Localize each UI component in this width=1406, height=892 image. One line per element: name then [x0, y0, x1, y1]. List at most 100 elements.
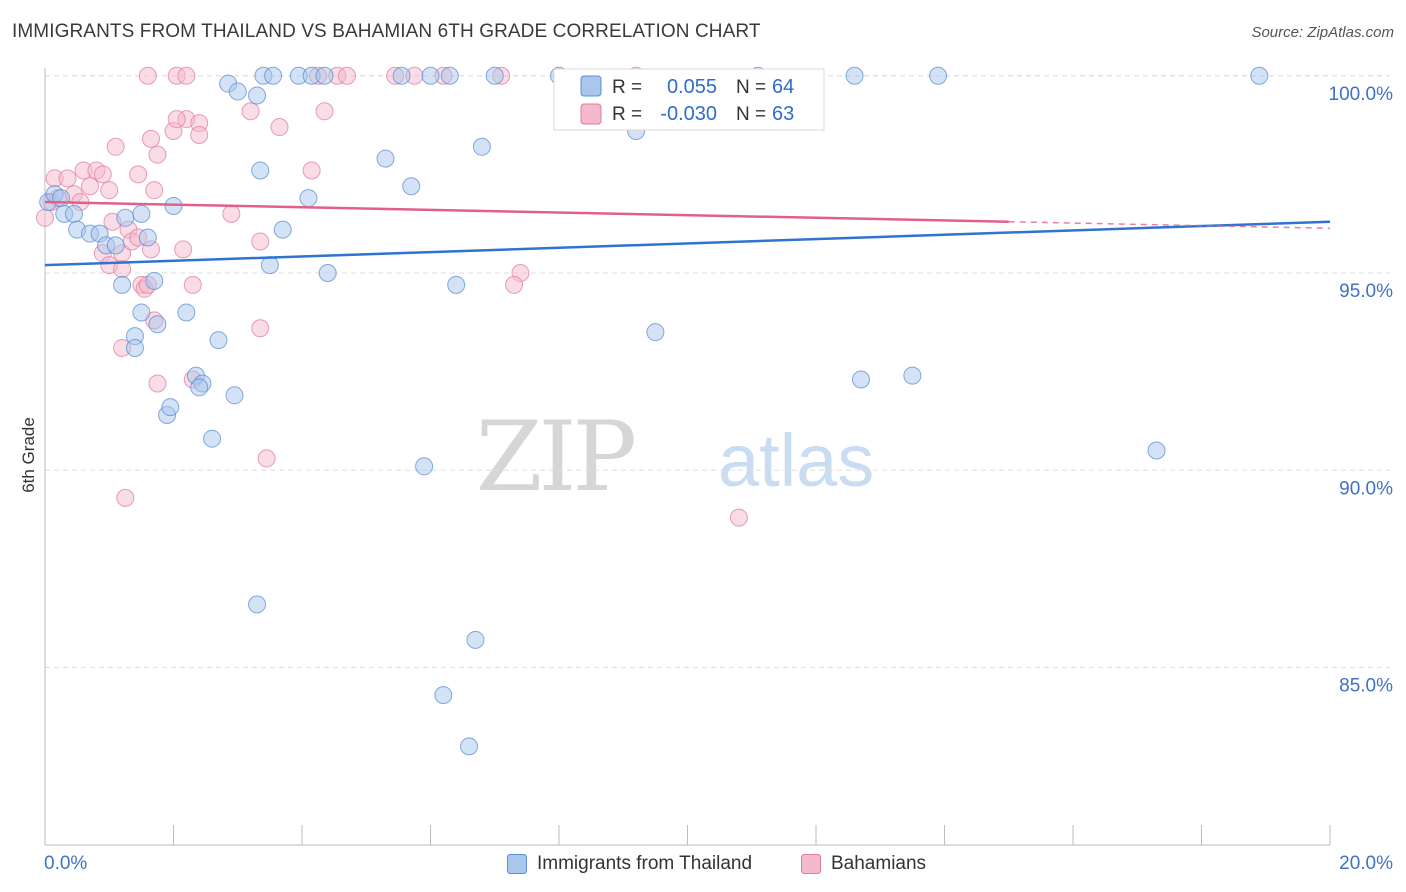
bahamians-point — [257, 449, 276, 468]
thailand-point — [138, 228, 157, 247]
bahamians-point — [241, 102, 260, 121]
thailand-point — [845, 66, 864, 85]
bahamians-point — [100, 181, 119, 200]
thailand-point — [472, 137, 491, 156]
bahamians-trend-line — [44, 200, 1009, 223]
thailand-point — [190, 378, 209, 397]
bahamians-point — [148, 145, 167, 164]
thailand-point — [466, 630, 485, 649]
thailand-point — [851, 370, 870, 389]
bahamians-point — [93, 165, 112, 184]
legend-n-value-bahamians: 63 — [772, 103, 794, 125]
legend-swatch-bahamians — [580, 103, 602, 125]
watermark-zip: ZIP — [476, 401, 635, 513]
legend-swatch-thailand-bottom — [507, 854, 527, 874]
bahamians-point — [36, 208, 54, 227]
thailand-point — [421, 66, 440, 85]
thailand-point — [225, 386, 244, 405]
thailand-point — [299, 189, 318, 208]
legend-r-value-thailand: 0.055 — [667, 76, 717, 98]
thailand-point — [376, 149, 395, 168]
bahamians-point — [505, 275, 524, 294]
bahamians-point — [167, 110, 186, 129]
thailand-point — [132, 303, 151, 322]
bahamians-point — [116, 488, 135, 507]
bahamians-point — [729, 508, 748, 527]
watermark-atlas: atlas — [718, 419, 874, 502]
bahamians-trend-extension — [1008, 220, 1331, 230]
bahamians-point — [270, 118, 289, 137]
legend-label-thailand: Immigrants from Thailand — [537, 853, 753, 874]
y-tick-label: 95.0% — [1339, 281, 1393, 302]
x-tick-label: 20.0% — [1339, 853, 1393, 874]
bahamians-point — [106, 137, 125, 156]
thailand-point — [460, 737, 479, 756]
thailand-point — [228, 82, 247, 101]
thailand-point — [251, 161, 270, 180]
thailand-point — [177, 303, 196, 322]
thailand-point — [315, 66, 334, 85]
legend-top: R = 0.055 N = 64 R = -0.030 N = 63 — [553, 68, 825, 131]
legend-n-label-bahamians: N = — [736, 104, 766, 125]
thailand-point — [434, 686, 453, 705]
source-credit: Source: ZipAtlas.com — [1251, 24, 1394, 41]
tick-labels: 85.0% 90.0% 95.0% 100.0% 0.0% 20.0% — [44, 84, 1393, 874]
thailand-point — [145, 271, 164, 290]
bahamians-point — [337, 66, 356, 85]
bahamians-point — [251, 232, 270, 251]
legend-r-label-bahamians: R = — [612, 104, 642, 125]
legend-swatch-thailand — [580, 75, 602, 97]
bahamians-point — [148, 374, 167, 393]
thailand-point — [392, 66, 411, 85]
thailand-point — [113, 275, 132, 294]
thailand-point — [646, 323, 665, 342]
trend-lines — [44, 200, 1331, 267]
thailand-point — [248, 595, 267, 614]
grid — [45, 75, 1390, 668]
thailand-point — [485, 66, 504, 85]
legend-n-label-thailand: N = — [736, 77, 766, 98]
thailand-point — [260, 256, 279, 275]
bahamians-point — [145, 181, 164, 200]
thailand-point — [161, 398, 180, 417]
legend-r-value-bahamians: -0.030 — [660, 103, 717, 125]
thailand-trend-line — [44, 220, 1331, 267]
thailand-point — [148, 315, 167, 334]
thailand-point — [929, 66, 948, 85]
thailand-point — [447, 275, 466, 294]
y-tick-label: 90.0% — [1339, 478, 1393, 499]
thailand-point — [903, 366, 922, 385]
legend-n-value-thailand: 64 — [772, 76, 794, 98]
thailand-point — [1250, 66, 1269, 85]
thailand-point — [440, 66, 459, 85]
thailand-point — [248, 86, 267, 105]
thailand-points — [39, 66, 1269, 756]
thailand-point — [273, 220, 292, 239]
watermark: ZIP atlas — [476, 401, 875, 513]
bahamians-point — [222, 204, 241, 223]
legend-swatch-bahamians-bottom — [801, 854, 821, 874]
bahamians-point — [251, 319, 270, 338]
bahamians-point — [138, 66, 157, 85]
legend-item-thailand: Immigrants from Thailand — [507, 852, 752, 876]
thailand-point — [125, 338, 144, 357]
thailand-point — [402, 177, 421, 196]
thailand-point — [209, 331, 228, 350]
bahamians-point — [183, 275, 202, 294]
thailand-point — [116, 208, 135, 227]
thailand-point — [415, 457, 434, 476]
x-tick-label: 0.0% — [44, 853, 87, 874]
thailand-point — [106, 236, 125, 255]
bahamians-point — [142, 129, 161, 148]
bahamians-point — [174, 240, 193, 259]
thailand-point — [318, 264, 337, 283]
y-tick-label: 85.0% — [1339, 675, 1393, 696]
legend-label-bahamians: Bahamians — [831, 853, 927, 874]
y-axis-label: 6th Grade — [19, 417, 38, 493]
bahamians-point — [177, 66, 196, 85]
bahamians-point — [80, 177, 99, 196]
thailand-point — [64, 204, 83, 223]
thailand-point — [203, 429, 222, 448]
thailand-point — [1147, 441, 1166, 460]
bahamians-point — [190, 125, 209, 144]
